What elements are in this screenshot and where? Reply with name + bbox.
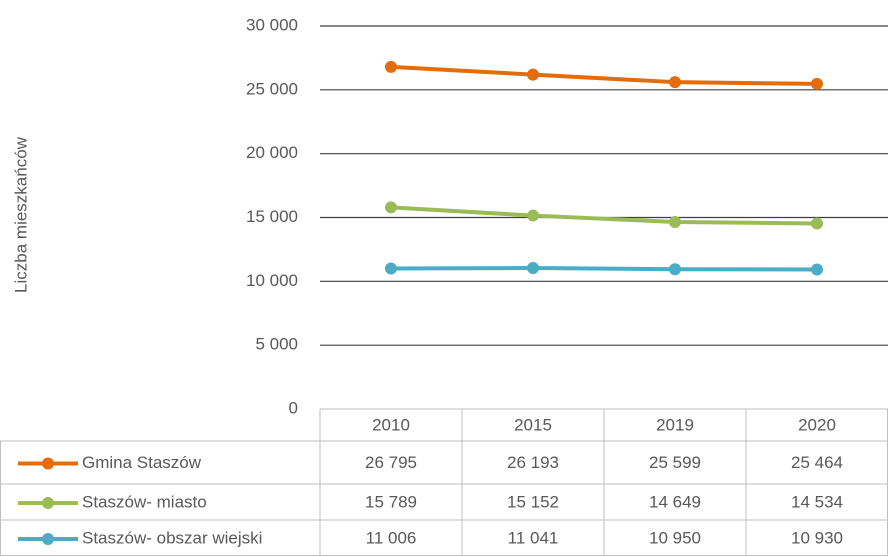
point bbox=[669, 215, 681, 228]
table-value: 25 464 bbox=[791, 453, 843, 472]
table-value: 11 041 bbox=[508, 528, 559, 547]
y-tick-label: 5 000 bbox=[255, 335, 298, 354]
x-tick-label: 2019 bbox=[656, 415, 694, 434]
table-value: 14 534 bbox=[791, 492, 843, 511]
series-line bbox=[390, 266, 818, 272]
y-tick-label: 30 000 bbox=[246, 15, 298, 34]
y-tick-label: 15 000 bbox=[246, 207, 298, 226]
legend-key-marker bbox=[42, 497, 54, 509]
point bbox=[669, 263, 681, 276]
legend-label: Staszów- miasto bbox=[82, 492, 207, 511]
table-value: 11 006 bbox=[366, 528, 417, 547]
y-tick-label: 10 000 bbox=[246, 271, 298, 290]
legend-key-marker bbox=[42, 533, 54, 545]
table-value: 14 649 bbox=[649, 492, 701, 511]
point bbox=[527, 209, 539, 222]
table-value: 25 599 bbox=[649, 453, 701, 472]
point bbox=[385, 262, 397, 275]
point bbox=[811, 217, 823, 230]
table-value: 26 795 bbox=[365, 453, 417, 472]
x-tick-label: 2010 bbox=[372, 415, 410, 434]
y-tick-label: 25 000 bbox=[246, 79, 298, 98]
point bbox=[811, 263, 823, 276]
y-axis-label: Liczba mieszkańców bbox=[11, 136, 30, 293]
legend-label: Gmina Staszów bbox=[82, 453, 202, 472]
table-value: 10 930 bbox=[791, 528, 843, 547]
legend-key-marker bbox=[42, 457, 54, 470]
table-value: 10 950 bbox=[649, 528, 701, 547]
x-tick-label: 2020 bbox=[798, 415, 836, 434]
point bbox=[527, 68, 539, 81]
point bbox=[385, 60, 397, 73]
series-line bbox=[390, 205, 818, 226]
y-tick-label: 20 000 bbox=[246, 143, 298, 162]
point bbox=[811, 77, 823, 90]
table-value: 15 789 bbox=[365, 492, 417, 511]
point bbox=[669, 76, 681, 89]
point bbox=[385, 201, 397, 214]
table-value: 15 152 bbox=[507, 492, 559, 511]
table-value: 26 193 bbox=[507, 453, 559, 472]
x-tick-label: 2015 bbox=[514, 415, 552, 434]
point bbox=[527, 262, 539, 275]
y-tick-label: 0 bbox=[289, 398, 298, 417]
legend-label: Staszów- obszar wiejski bbox=[82, 528, 262, 547]
series-line bbox=[390, 64, 818, 86]
